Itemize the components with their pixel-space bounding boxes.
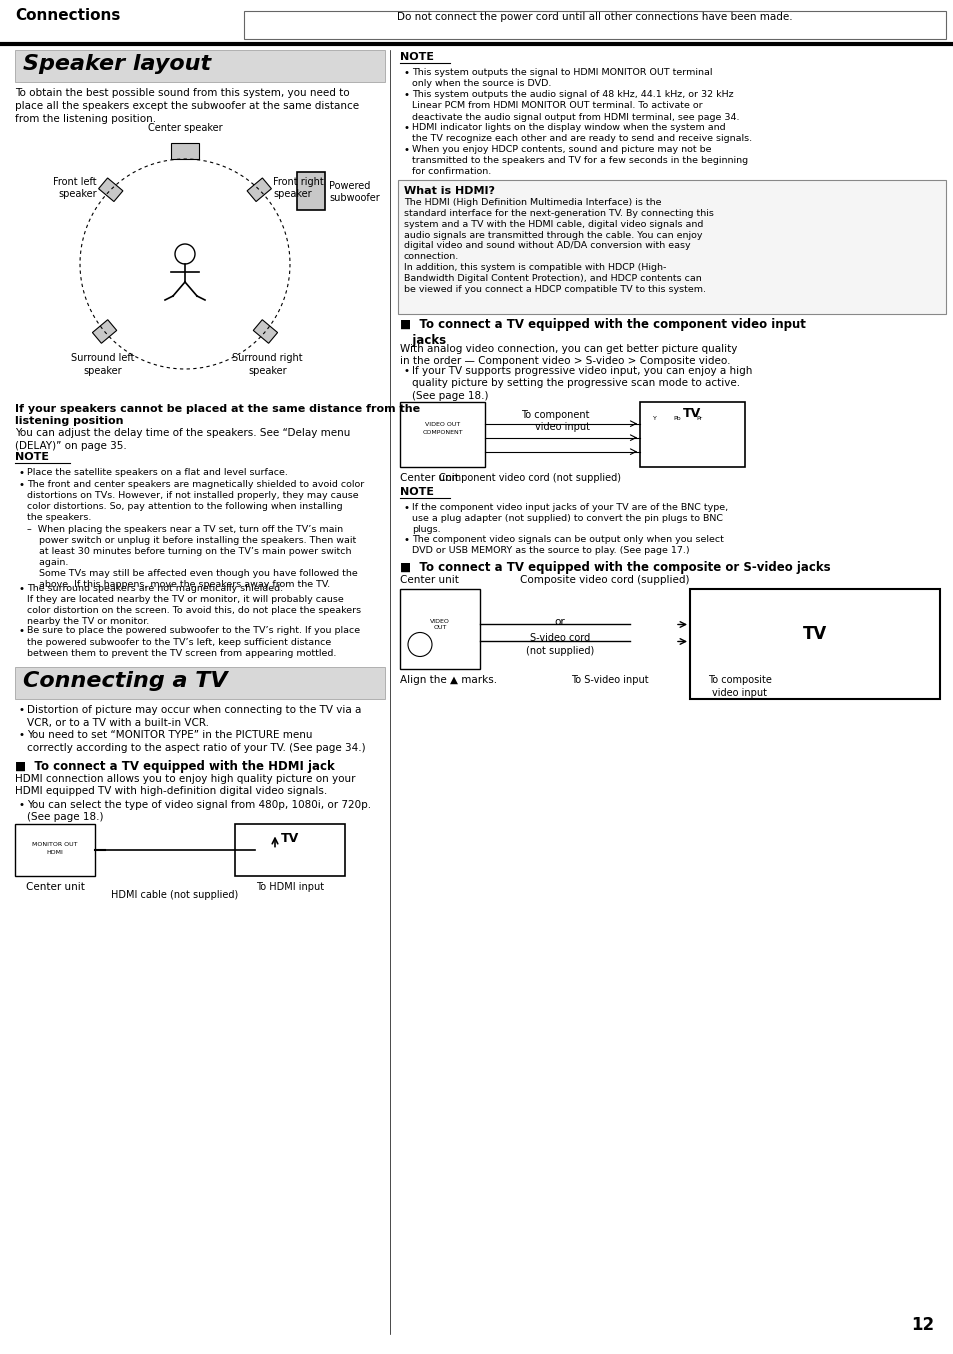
Text: Y: Y: [653, 416, 657, 421]
Text: Component video cord (not supplied): Component video cord (not supplied): [438, 473, 620, 482]
Bar: [98, 177, 123, 202]
Text: HDMI connection allows you to enjoy high quality picture on your
HDMI equipped T: HDMI connection allows you to enjoy high…: [15, 773, 355, 796]
Text: Powered
subwoofer: Powered subwoofer: [329, 180, 379, 203]
Text: ■  To connect a TV equipped with the composite or S-video jacks: ■ To connect a TV equipped with the comp…: [399, 562, 830, 574]
Text: •: •: [403, 123, 410, 133]
Text: What is HDMI?: What is HDMI?: [403, 185, 495, 196]
Text: •: •: [19, 584, 25, 594]
Text: S-video cord
(not supplied): S-video cord (not supplied): [525, 634, 594, 655]
Text: Front right
speaker: Front right speaker: [273, 176, 324, 199]
Text: TV: TV: [802, 626, 826, 643]
Text: •: •: [19, 627, 25, 636]
Bar: [15, 668, 385, 699]
Text: Center unit: Center unit: [399, 575, 458, 585]
Text: To HDMI input: To HDMI input: [255, 881, 324, 891]
Bar: [639, 402, 744, 467]
Text: HDMI cable (not supplied): HDMI cable (not supplied): [112, 890, 238, 899]
Text: NOTE: NOTE: [399, 51, 434, 62]
Text: Be sure to place the powered subwoofer to the TV’s right. If you place
the power: Be sure to place the powered subwoofer t…: [27, 627, 359, 658]
Text: If your TV supports progressive video input, you can enjoy a high
quality pictur: If your TV supports progressive video in…: [412, 366, 752, 401]
Text: VIDEO
OUT: VIDEO OUT: [430, 620, 450, 631]
Text: TV: TV: [280, 831, 299, 845]
Text: ■  To connect a TV equipped with the HDMI jack: ■ To connect a TV equipped with the HDMI…: [15, 760, 335, 773]
Text: Pb: Pb: [673, 416, 680, 421]
Text: You can select the type of video signal from 480p, 1080i, or 720p.
(See page 18.: You can select the type of video signal …: [27, 800, 371, 822]
Text: •: •: [403, 91, 410, 100]
Text: COMPONENT: COMPONENT: [422, 429, 462, 435]
Text: •: •: [403, 502, 410, 513]
Bar: [171, 144, 199, 158]
Text: If your speakers cannot be placed at the same distance from the
listening positi: If your speakers cannot be placed at the…: [15, 403, 419, 427]
Bar: [297, 172, 325, 210]
Text: Composite video cord (supplied): Composite video cord (supplied): [519, 575, 689, 585]
Text: The surround speakers are not magnetically shielded.
If they are located nearby : The surround speakers are not magnetical…: [27, 584, 361, 626]
Text: To composite
video input: To composite video input: [707, 676, 771, 697]
Bar: [15, 50, 385, 83]
Text: HDMI: HDMI: [47, 849, 63, 854]
FancyBboxPatch shape: [244, 11, 945, 39]
Text: Speaker layout: Speaker layout: [23, 54, 211, 74]
Text: Center unit: Center unit: [399, 473, 458, 482]
Text: To component
video input: To component video input: [521, 410, 589, 432]
Text: Connecting a TV: Connecting a TV: [23, 672, 228, 691]
Text: Front left
speaker: Front left speaker: [53, 176, 96, 199]
Text: When you enjoy HDCP contents, sound and picture may not be
transmitted to the sp: When you enjoy HDCP contents, sound and …: [412, 145, 747, 176]
Text: This system outputs the audio signal of 48 kHz, 44.1 kHz, or 32 kHz
Linear PCM f: This system outputs the audio signal of …: [412, 91, 739, 122]
Text: This system outputs the signal to HDMI MONITOR OUT terminal
only when the source: This system outputs the signal to HDMI M…: [412, 68, 712, 88]
Text: or: or: [554, 617, 565, 627]
Bar: [15, 823, 95, 876]
Text: HDMI indicator lights on the display window when the system and
the TV recognize: HDMI indicator lights on the display win…: [412, 123, 751, 144]
Bar: [399, 589, 479, 669]
Text: If the component video input jacks of your TV are of the BNC type,
use a plug ad: If the component video input jacks of yo…: [412, 502, 727, 533]
Text: The component video signals can be output only when you select
DVD or USB MEMORY: The component video signals can be outpu…: [412, 535, 723, 555]
Text: •: •: [403, 145, 410, 156]
Bar: [92, 320, 116, 344]
Bar: [234, 823, 345, 876]
Text: •: •: [403, 535, 410, 546]
Text: ■  To connect a TV equipped with the component video input
   jacks: ■ To connect a TV equipped with the comp…: [399, 318, 805, 347]
Text: •: •: [19, 800, 25, 810]
Text: NOTE: NOTE: [15, 452, 49, 462]
Text: Distortion of picture may occur when connecting to the TV via a
VCR, or to a TV : Distortion of picture may occur when con…: [27, 705, 361, 728]
Text: NOTE: NOTE: [399, 486, 434, 497]
Text: The front and center speakers are magnetically shielded to avoid color
distortio: The front and center speakers are magnet…: [27, 481, 364, 589]
Text: •: •: [19, 481, 25, 490]
Text: TV: TV: [682, 406, 700, 420]
Text: Center speaker: Center speaker: [148, 123, 222, 133]
Text: Place the satellite speakers on a flat and level surface.: Place the satellite speakers on a flat a…: [27, 468, 288, 477]
Text: •: •: [403, 68, 410, 79]
Bar: [689, 589, 939, 700]
Text: The HDMI (High Definition Multimedia Interface) is the
standard interface for th: The HDMI (High Definition Multimedia Int…: [403, 198, 713, 294]
Text: VIDEO OUT: VIDEO OUT: [424, 421, 459, 427]
FancyBboxPatch shape: [397, 180, 945, 314]
Text: Align the ▲ marks.: Align the ▲ marks.: [399, 676, 497, 685]
Text: Surround left
speaker: Surround left speaker: [71, 353, 134, 376]
Bar: [253, 320, 277, 344]
Text: To S-video input: To S-video input: [571, 676, 648, 685]
Text: 12: 12: [910, 1316, 933, 1334]
Text: MONITOR OUT: MONITOR OUT: [32, 842, 77, 846]
Text: Surround right
speaker: Surround right speaker: [232, 353, 302, 376]
Text: Do not connect the power cord until all other connections have been made.: Do not connect the power cord until all …: [396, 12, 792, 22]
Bar: [399, 402, 484, 467]
Text: Pr: Pr: [695, 416, 701, 421]
Text: •: •: [19, 468, 25, 478]
Text: To obtain the best possible sound from this system, you need to
place all the sp: To obtain the best possible sound from t…: [15, 88, 358, 125]
Text: Connections: Connections: [15, 8, 120, 23]
Bar: [247, 177, 271, 202]
Text: Center unit: Center unit: [26, 881, 85, 891]
Text: •: •: [19, 705, 25, 715]
Text: You can adjust the delay time of the speakers. See “Delay menu
(DELAY)” on page : You can adjust the delay time of the spe…: [15, 428, 350, 451]
Text: •: •: [19, 730, 25, 741]
Text: You need to set “MONITOR TYPE” in the PICTURE menu
correctly according to the as: You need to set “MONITOR TYPE” in the PI…: [27, 730, 365, 753]
Text: With analog video connection, you can get better picture quality
in the order — : With analog video connection, you can ge…: [399, 344, 737, 367]
Text: •: •: [403, 366, 410, 375]
